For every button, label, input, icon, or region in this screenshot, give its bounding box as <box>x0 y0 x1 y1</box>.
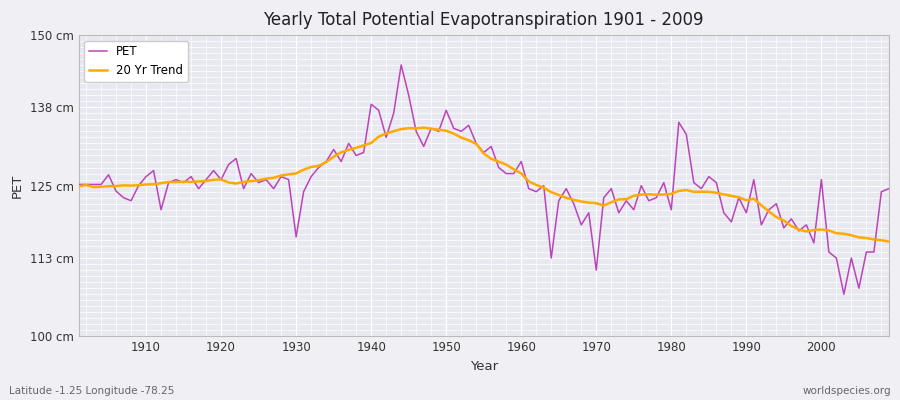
PET <box>133 183 144 188</box>
PET <box>614 210 625 215</box>
Text: Latitude -1.25 Longitude -78.25: Latitude -1.25 Longitude -78.25 <box>9 386 175 396</box>
X-axis label: Year: Year <box>470 360 498 373</box>
PET <box>884 186 895 191</box>
20 Yr Trend <box>614 197 625 202</box>
PET <box>516 159 526 164</box>
20 Yr Trend <box>884 239 895 244</box>
PET <box>343 141 354 146</box>
PET <box>396 62 407 67</box>
20 Yr Trend <box>343 148 354 152</box>
PET <box>839 292 850 297</box>
20 Yr Trend <box>418 125 429 130</box>
20 Yr Trend <box>516 171 526 176</box>
PET <box>523 186 534 191</box>
PET <box>73 182 84 187</box>
Line: PET: PET <box>78 65 889 294</box>
Legend: PET, 20 Yr Trend: PET, 20 Yr Trend <box>85 41 188 82</box>
20 Yr Trend <box>133 183 144 188</box>
20 Yr Trend <box>73 184 84 189</box>
Y-axis label: PET: PET <box>11 174 24 198</box>
20 Yr Trend <box>523 179 534 184</box>
Text: worldspecies.org: worldspecies.org <box>803 386 891 396</box>
20 Yr Trend <box>298 167 309 172</box>
PET <box>298 189 309 194</box>
Line: 20 Yr Trend: 20 Yr Trend <box>78 128 889 242</box>
Title: Yearly Total Potential Evapotranspiration 1901 - 2009: Yearly Total Potential Evapotranspiratio… <box>264 11 704 29</box>
